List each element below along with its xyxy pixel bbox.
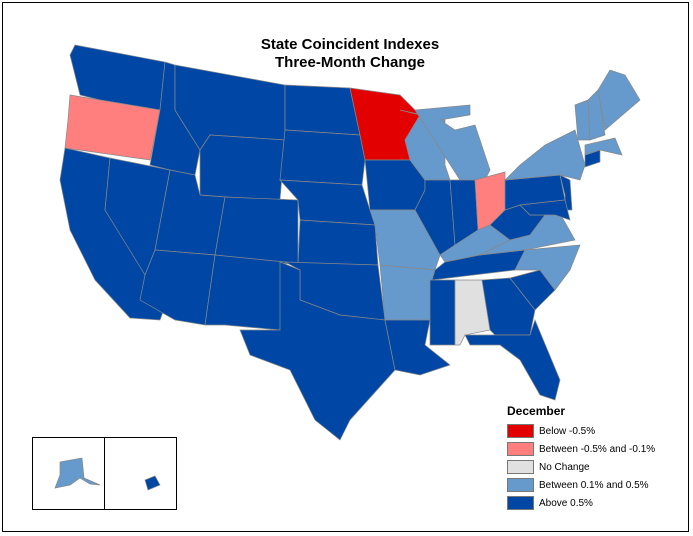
legend-item-neg: Between -0.5% and -0.1%: [507, 440, 655, 458]
state-fl: [464, 319, 561, 401]
state-ma: [584, 137, 623, 156]
state-ms: [429, 279, 456, 346]
title-line-2: Three-Month Change: [275, 54, 425, 71]
legend-label: Below -0.5%: [539, 425, 596, 437]
legend-swatch: [507, 496, 534, 510]
state-ar: [379, 264, 436, 321]
legend-item-none: No Change: [507, 458, 655, 476]
inset-divider: [104, 438, 105, 509]
legend-swatch: [507, 424, 534, 438]
legend-swatch: [507, 460, 534, 474]
state-tx: [239, 261, 396, 441]
legend-label: No Change: [539, 461, 590, 473]
legend-item-below: Below -0.5%: [507, 422, 655, 440]
state-wy: [199, 134, 286, 201]
legend-swatch: [507, 478, 534, 492]
state-ak: [54, 457, 101, 489]
legend-item-pos: Between 0.1% and 0.5%: [507, 476, 655, 494]
state-sd: [279, 129, 366, 186]
state-vt: [574, 99, 591, 141]
map-title: State Coincident Indexes Three-Month Cha…: [200, 36, 500, 72]
legend-swatch: [507, 442, 534, 456]
state-co: [214, 196, 299, 266]
state-hi: [144, 475, 161, 491]
state-md: [519, 199, 571, 221]
legend-label: Above 0.5%: [539, 497, 593, 509]
state-mi: [414, 104, 491, 181]
state-ks: [297, 219, 379, 266]
state-or: [64, 94, 161, 161]
state-ny: [504, 129, 586, 181]
state-me: [597, 69, 641, 131]
state-nm: [204, 254, 286, 331]
legend-label: Between 0.1% and 0.5%: [539, 479, 649, 491]
legend-title: December: [507, 404, 566, 418]
state-nj: [559, 174, 573, 211]
legend-item-above: Above 0.5%: [507, 494, 655, 512]
legend-label: Between -0.5% and -0.1%: [539, 443, 656, 455]
legend: December Below -0.5% Between -0.5% and -0…: [507, 404, 655, 512]
state-nh: [587, 89, 606, 141]
state-nd: [284, 84, 361, 136]
inset-boxes: [32, 437, 177, 510]
title-line-1: State Coincident Indexes: [260, 36, 440, 53]
